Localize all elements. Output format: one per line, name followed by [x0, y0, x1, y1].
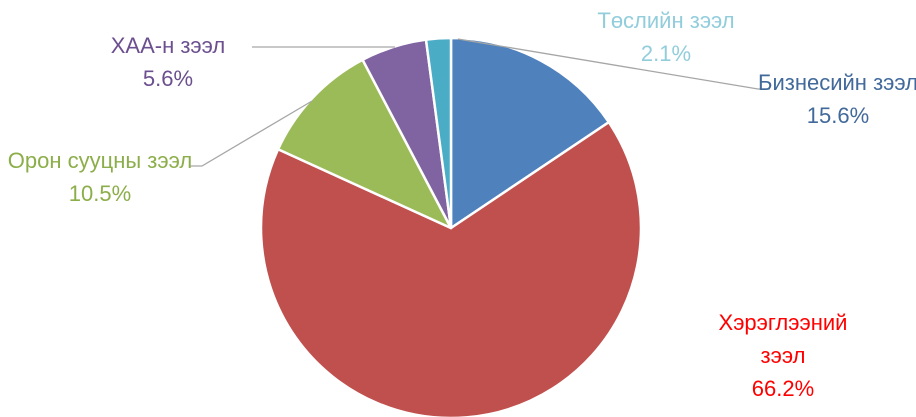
pie-slice: [449, 36, 611, 230]
value-label: 2.1%: [640, 41, 692, 66]
value-label: 66.2%: [751, 376, 815, 401]
slice-label: Бизнесийн зээл 15.6%: [758, 66, 916, 132]
slice-label: Хэрэглээний зээл 66.2%: [700, 306, 866, 405]
value-label: 5.6%: [142, 66, 194, 91]
value-label: 10.5%: [68, 181, 132, 206]
slice-label: Төслийн зээл 2.1%: [566, 4, 766, 70]
pie-slice: [259, 120, 643, 417]
pie-slice: [424, 36, 453, 230]
category-label: Хэрэглээний зээл: [718, 310, 848, 368]
leader-line: [457, 38, 770, 90]
slice-label: Орон сууцны зээл 10.5%: [0, 144, 200, 210]
category-label: Орон сууцны зээл: [7, 148, 193, 173]
category-label: ХАА-н зээл: [110, 33, 226, 58]
slice-label: ХАА-н зээл 5.6%: [68, 29, 268, 95]
leader-line: [190, 100, 313, 167]
category-label: Бизнесийн зээл: [758, 70, 916, 95]
value-label: 15.6%: [806, 103, 870, 128]
category-label: Төслийн зээл: [597, 8, 735, 33]
pie-slice: [276, 58, 453, 230]
